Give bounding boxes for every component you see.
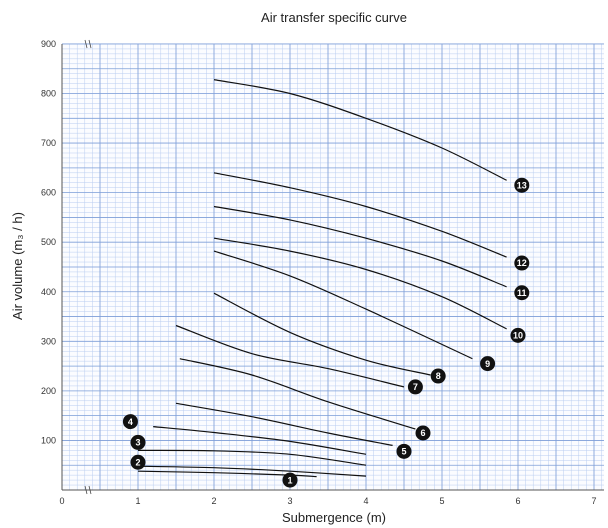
series-line-2 — [137, 465, 367, 477]
series-marker-dot — [514, 285, 530, 301]
x-tick-label: 4 — [363, 496, 368, 506]
y-tick-label: 700 — [41, 138, 56, 148]
y-tick-label: 600 — [41, 188, 56, 198]
axis-break-mark — [84, 39, 88, 49]
series-marker-label: 5 — [401, 447, 406, 457]
axes — [61, 39, 604, 495]
series-marker-dot — [122, 414, 138, 430]
x-tick-labels: 0 1 2 3 4 5 6 7 — [59, 496, 596, 506]
series-marker-label: 4 — [128, 417, 133, 427]
grid-major — [61, 43, 604, 491]
series-marker-label: 9 — [485, 359, 490, 369]
series-marker-label: 13 — [517, 180, 527, 190]
series-marker-label: 11 — [517, 288, 527, 298]
series-marker-6: 6 — [415, 425, 431, 441]
axis-break-mark — [84, 485, 88, 495]
series-line-13 — [213, 79, 507, 181]
series-marker-7: 7 — [407, 379, 423, 395]
chart-title: Air transfer specific curve — [261, 10, 407, 25]
series-marker-dot — [130, 434, 146, 450]
x-tick-label: 6 — [515, 496, 520, 506]
y-tick-label: 200 — [41, 386, 56, 396]
series-marker-11: 11 — [514, 285, 530, 301]
y-tick-label: 100 — [41, 435, 56, 445]
series-marker-2: 2 — [130, 454, 146, 470]
series-marker-dot — [514, 255, 530, 271]
y-tick-label: 500 — [41, 237, 56, 247]
series-marker-12: 12 — [514, 255, 530, 271]
y-tick-label: 400 — [41, 287, 56, 297]
series-marker-dot — [396, 443, 412, 459]
series-marker-label: 7 — [413, 382, 418, 392]
series-marker-dot — [480, 356, 496, 372]
series-marker-label: 2 — [135, 457, 140, 467]
x-tick-label: 1 — [135, 496, 140, 506]
series-marker-4: 4 — [122, 414, 138, 430]
series-marker-dot — [430, 368, 446, 384]
y-tick-label: 800 — [41, 89, 56, 99]
series-marker-label: 12 — [517, 258, 527, 268]
series-lines — [137, 79, 507, 478]
series-marker-13: 13 — [514, 177, 530, 193]
series-marker-dot — [514, 177, 530, 193]
series-line-3 — [137, 449, 367, 466]
y-tick-labels: 100 200 300 400 500 600 700 800 900 — [41, 39, 56, 445]
series-marker-label: 1 — [287, 475, 292, 485]
series-marker-label: 6 — [420, 428, 425, 438]
axis-break-mark — [88, 39, 92, 49]
series-line-9 — [213, 250, 473, 360]
series-marker-5: 5 — [396, 443, 412, 459]
x-tick-label: 7 — [591, 496, 596, 506]
series-marker-8: 8 — [430, 368, 446, 384]
series-line-1 — [137, 470, 317, 478]
y-axis-label: Air volume (m₃ / h) — [10, 212, 25, 320]
series-line-12 — [213, 172, 507, 258]
series-line-5 — [175, 402, 393, 446]
series-marker-label: 8 — [436, 371, 441, 381]
x-tick-label: 2 — [211, 496, 216, 506]
series-marker-9: 9 — [480, 356, 496, 372]
series-marker-3: 3 — [130, 434, 146, 450]
series-line-8 — [213, 292, 431, 376]
x-tick-label: 5 — [439, 496, 444, 506]
series-marker-label: 10 — [513, 331, 523, 341]
series-line-7 — [175, 324, 405, 388]
series-line-4 — [153, 426, 367, 455]
axis-break-mark — [88, 485, 92, 495]
series-line-6 — [179, 358, 416, 430]
y-tick-label: 900 — [41, 39, 56, 49]
series-marker-dot — [130, 454, 146, 470]
series-marker-label: 3 — [135, 438, 140, 448]
series-marker-10: 10 — [510, 327, 526, 343]
series-line-11 — [213, 205, 507, 288]
series-marker-dot — [407, 379, 423, 395]
series-marker-dot — [510, 327, 526, 343]
series-marker-dot — [415, 425, 431, 441]
x-tick-label: 3 — [287, 496, 292, 506]
series-marker-dot — [282, 472, 298, 488]
series-line-10 — [213, 237, 507, 330]
series-marker-1: 1 — [282, 472, 298, 488]
x-axis-label: Submergence (m) — [282, 510, 386, 525]
x-tick-label: 0 — [59, 496, 64, 506]
y-tick-label: 300 — [41, 336, 56, 346]
